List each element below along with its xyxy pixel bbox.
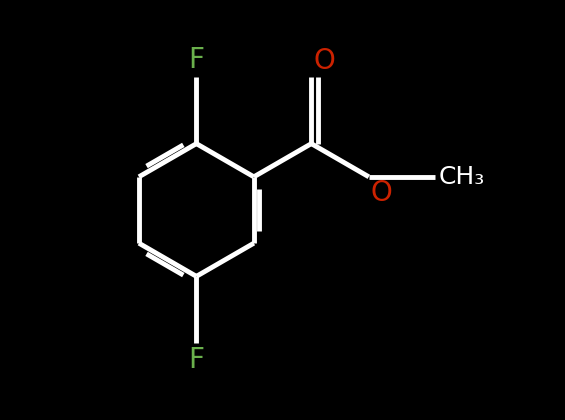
Text: CH₃: CH₃ [438,165,485,189]
Text: F: F [188,46,205,74]
Text: O: O [314,47,335,75]
Text: O: O [371,179,393,207]
Text: F: F [188,346,205,374]
